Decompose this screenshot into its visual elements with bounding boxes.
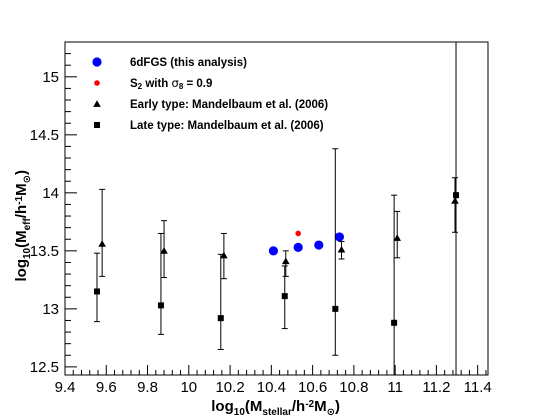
data-point <box>314 240 324 250</box>
data-point <box>281 293 288 300</box>
data-point <box>268 246 279 256</box>
legend-label: 6dFGS (this analysis) <box>130 57 247 69</box>
data-point <box>217 315 224 322</box>
x-tick-label: 10.8 <box>339 379 368 396</box>
data-point <box>98 240 106 247</box>
x-tick-label: 9.8 <box>137 379 158 396</box>
y-tick-label: 14 <box>42 185 59 202</box>
data-point <box>453 192 460 199</box>
data-point <box>391 319 398 326</box>
legend: 6dFGS (this analysis) S2 with σ8 = 0.9 Ear… <box>92 57 328 132</box>
series-2 <box>98 177 459 280</box>
data-point <box>393 234 402 241</box>
axes: 9.4 9.6 9.8 10 10.2 10.4 10.6 10.8 11 11.2 11.4 12.… <box>30 41 492 396</box>
series-1 <box>295 230 301 237</box>
data-point <box>281 257 290 265</box>
data-point <box>293 242 303 252</box>
data-point <box>332 305 339 312</box>
y-tick-label: 14.5 <box>30 127 59 144</box>
legend-entry: Early type: Mandelbaum et al. (2006) <box>93 99 328 111</box>
y-tick-label: 12.5 <box>30 359 59 376</box>
data-point <box>334 232 345 242</box>
legend-entry: S2 with σ8 = 0.9 <box>94 76 212 91</box>
y-tick-label: 15 <box>42 69 59 86</box>
x-tick-label: 10.6 <box>298 379 327 396</box>
x-tick-label: 10.4 <box>257 379 286 396</box>
x-tick-label: 11.2 <box>422 379 450 396</box>
data-point <box>451 197 459 204</box>
data-point <box>157 302 164 309</box>
plot-marks <box>93 42 460 375</box>
x-tick-label: 10 <box>180 379 197 396</box>
y-tick-label: 13 <box>42 301 59 318</box>
legend-marker <box>94 80 100 86</box>
series-3 <box>93 42 460 375</box>
data-point <box>337 245 346 253</box>
x-tick-label: 11 <box>387 379 403 396</box>
x-tick-label: 11.4 <box>464 379 492 396</box>
legend-entry: Late type: Mandelbaum et al. (2006) <box>94 120 324 132</box>
legend-label: S2 with σ8 = 0.9 <box>130 76 212 91</box>
x-tick-label: 9.6 <box>96 379 117 396</box>
data-point <box>160 247 168 254</box>
legend-marker <box>93 100 101 107</box>
plot-frame <box>64 41 489 376</box>
y-axis-title: log10(Meff/h-1M⊙) <box>13 170 33 282</box>
data-point <box>295 230 301 237</box>
x-tick-label: 9.4 <box>55 379 76 396</box>
legend-label: Early type: Mandelbaum et al. (2006) <box>130 99 328 111</box>
data-point <box>220 251 228 259</box>
legend-marker <box>94 122 100 128</box>
data-point <box>93 288 100 295</box>
x-axis-title: log10(Mstellar/h-2M⊙) <box>211 398 340 418</box>
y-tick-label: 13.5 <box>30 243 59 260</box>
legend-entry: 6dFGS (this analysis) <box>92 57 247 69</box>
legend-label: Late type: Mandelbaum et al. (2006) <box>130 120 324 132</box>
axis-titles: log10(Mstellar/h-2M⊙) log10(Meff/h-1M⊙) <box>13 170 340 418</box>
x-tick-label: 10.2 <box>215 379 244 396</box>
series-0 <box>268 232 345 256</box>
legend-marker <box>92 57 102 67</box>
